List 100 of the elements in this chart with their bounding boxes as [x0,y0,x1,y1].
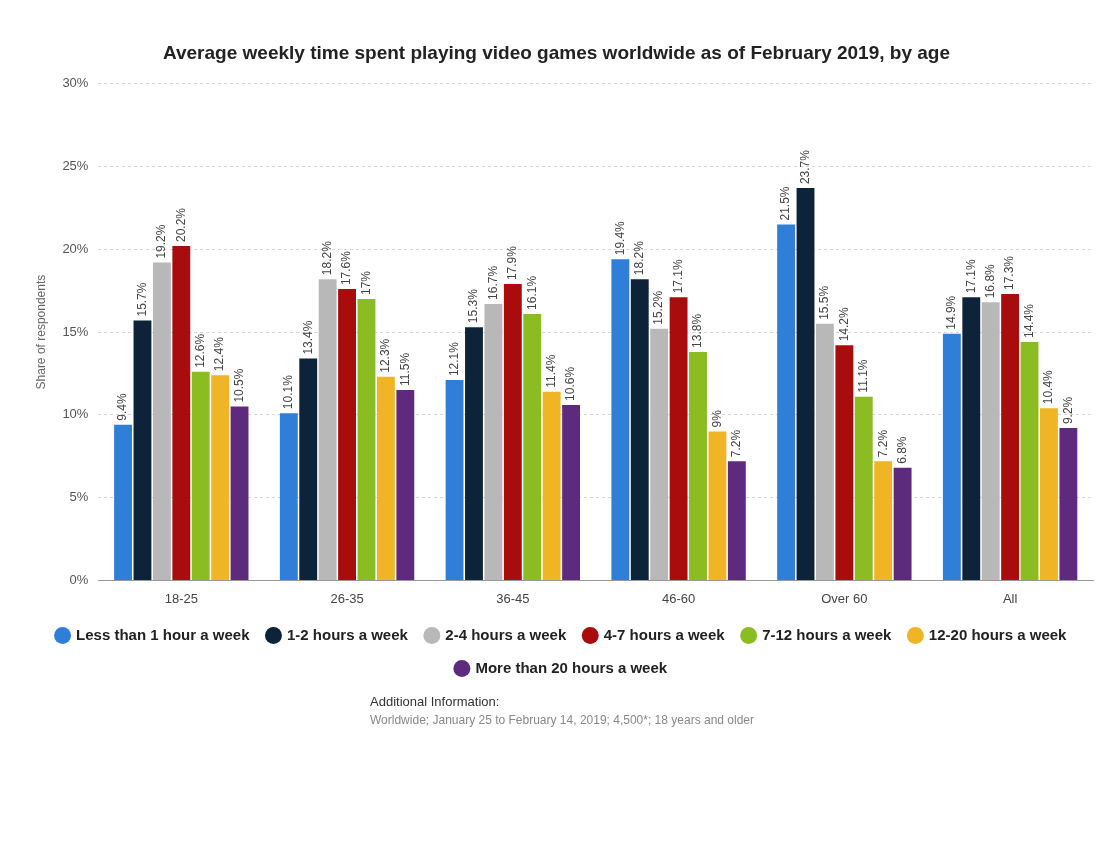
data-label: 17% [358,270,373,295]
bar [854,396,873,580]
bar [172,245,191,580]
data-label: 9.2% [1060,396,1075,424]
data-label: 14.4% [1021,303,1036,338]
data-label: 15.2% [651,290,666,325]
legend-label: 7-12 hours a week [762,625,893,643]
data-label: 16.1% [524,275,539,310]
data-label: 17.9% [505,245,520,280]
bar [689,351,707,580]
text: Worldwide; January 25 to February 14, 2019; 4,500*; 18 years and older [370,712,755,727]
bar [1040,407,1058,580]
data-label: 16.7% [485,265,500,300]
bar [630,278,649,580]
bar [211,374,230,580]
bar [777,224,796,580]
x-tick-label: 46-60 [661,590,696,606]
data-label: 10.1% [281,374,296,409]
y-tick-label: 5% [69,488,89,504]
bar [523,313,542,580]
data-label: 13.8% [690,313,705,348]
chart-title: Average weekly time spent playing video games worldwide as of February 2019, by age [161,41,951,65]
legend-label: 1-2 hours a week [286,625,409,643]
data-label: 12.6% [193,333,208,368]
data-label: 19.4% [612,220,627,255]
bar [133,320,152,580]
bar [318,278,337,580]
bar [279,412,298,580]
bar [152,262,171,580]
bar [727,460,746,580]
data-label: 10.6% [563,366,578,401]
bar [503,283,522,580]
y-tick-label: 30% [62,75,89,91]
bar [816,323,834,580]
data-label: 17.6% [339,250,354,285]
data-label: 15.3% [466,288,481,323]
bar [484,303,503,580]
bar [981,301,1000,580]
legend-label: 2-4 hours a week [445,625,567,643]
data-label: 9% [709,409,724,428]
data-label: 11.1% [856,358,871,393]
data-label: 17.1% [670,258,685,293]
bar [942,333,961,580]
bar [114,424,132,580]
bar [191,371,210,580]
legend-label: 4-7 hours a week [603,625,726,643]
bar [465,326,483,580]
bar [835,344,854,580]
data-label: 15.7% [134,281,149,317]
y-tick-label: 20% [62,240,89,256]
data-label: 11.4% [543,353,558,388]
x-tick-label: 36-45 [496,590,530,606]
bar [230,406,249,580]
x-tick-label: 18-25 [164,590,198,606]
data-label: 20.2% [173,207,188,242]
data-label: 10.4% [1041,369,1056,404]
data-label: 21.5% [778,185,793,221]
bar [874,460,893,580]
data-label: 16.8% [983,263,998,298]
data-label: 6.8% [894,435,909,464]
legend-label: 12-20 hours a week [928,625,1068,643]
bar [376,376,395,580]
bar [562,404,581,580]
data-label: 17.1% [963,258,978,293]
bar [650,328,669,580]
bar [1001,293,1020,580]
data-label: 12.1% [446,341,461,376]
bar [893,467,912,580]
data-label: 7.2% [729,429,744,457]
data-label: 14.9% [944,295,959,330]
data-label: 23.7% [797,149,812,184]
bar [611,258,630,580]
data-label: 18.2% [319,240,334,275]
legend-label: Less than 1 hour a week [76,625,251,643]
x-tick-label: Over 60 [821,590,868,606]
data-label: 12.4% [212,336,227,371]
bar [396,389,415,580]
data-label: 10.5% [231,367,246,403]
bar [299,358,318,580]
bar [708,431,727,580]
data-label: 14.2% [836,306,851,341]
data-label: 17.3% [1002,255,1017,290]
x-tick-label: 26-35 [330,590,364,606]
data-label: 13.4% [300,319,315,355]
bar [357,298,376,580]
y-tick-label: 25% [62,157,89,173]
data-label: 12.3% [378,338,393,373]
data-label: 7.2% [875,429,890,457]
bar [669,296,688,580]
bar [1059,427,1078,580]
legend-label: More than 20 hours a week [475,658,668,676]
y-tick-label: 15% [62,323,89,339]
y-axis-title: Share of respondents [33,274,48,390]
y-tick-label: 0% [69,571,89,587]
bar [542,391,561,580]
data-label: 9.4% [115,392,130,421]
bar [962,296,981,580]
y-tick-label: 10% [62,406,89,422]
bar [1020,341,1039,580]
data-label: 19.2% [154,223,169,259]
